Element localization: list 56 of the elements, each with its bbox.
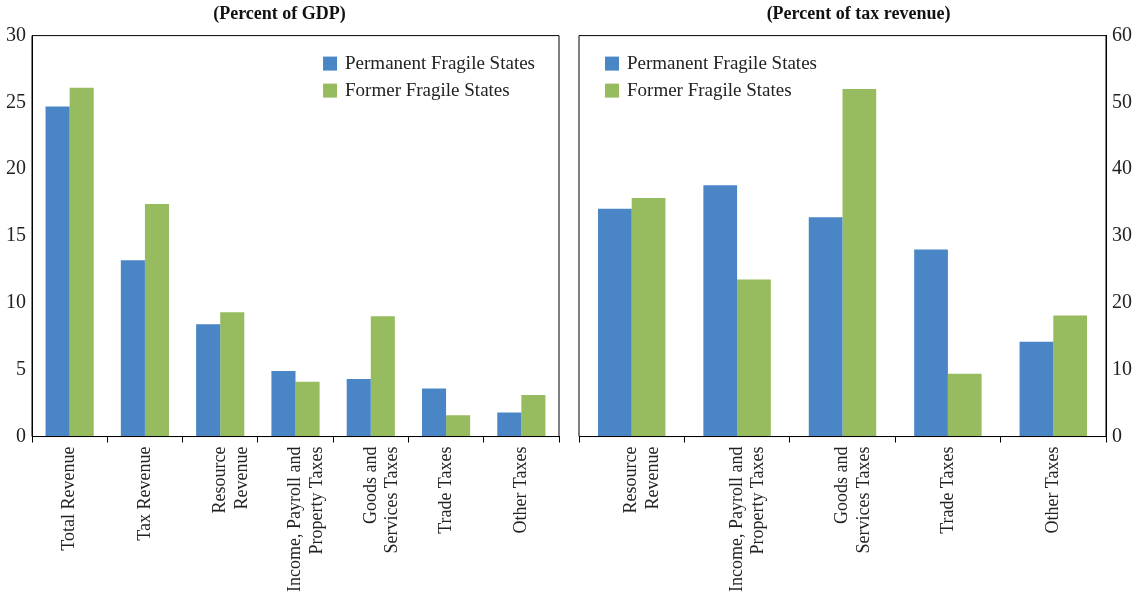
y2-tick-label: 20 (1112, 290, 1132, 313)
bar (737, 279, 771, 437)
y2-tick-label: 60 (1112, 22, 1132, 45)
x-tick-label: Goods and Services Taxes (359, 446, 402, 554)
bar (45, 106, 70, 437)
bar (144, 204, 170, 437)
x-tick-label: Tax Revenue (133, 446, 154, 541)
legend-label: Former Fragile States (627, 78, 792, 100)
y-tick-label: 15 (6, 223, 26, 246)
x-tick-label: Resource Revenue (208, 446, 251, 514)
bar (220, 312, 245, 437)
y-tick-label: 30 (6, 22, 26, 45)
x-tick-label: Resource Revenue (620, 446, 663, 514)
bar (631, 197, 666, 437)
legend-label: Former Fragile States (345, 78, 510, 100)
chart-title: (Percent of GDP) (213, 3, 346, 25)
bar (69, 87, 94, 437)
x-tick-label: Trade Taxes (936, 446, 957, 534)
y2-tick-label: 30 (1112, 223, 1132, 246)
y-tick-label: 25 (6, 89, 26, 112)
x-tick-label: Income, Payroll and Property Taxes (725, 446, 768, 593)
y2-tick-label: 50 (1112, 89, 1132, 112)
bar (196, 324, 221, 437)
x-tick-label: Trade Taxes (434, 446, 455, 534)
bar (421, 388, 447, 437)
bar (914, 249, 948, 437)
bar (271, 371, 296, 437)
legend-label: Permanent Fragile States (627, 51, 817, 73)
bar (1053, 315, 1088, 437)
bar (370, 316, 395, 437)
bar (497, 412, 522, 437)
legend-label: Permanent Fragile States (345, 51, 536, 73)
bar (446, 415, 471, 437)
bar (521, 395, 546, 437)
x-tick-label: Total Revenue (58, 446, 79, 551)
y2-tick-label: 10 (1112, 356, 1132, 379)
bar (842, 89, 877, 437)
chart-title: (Percent of tax revenue) (766, 3, 951, 25)
y-tick-label: 20 (6, 156, 26, 179)
y2-tick-label: 40 (1112, 156, 1132, 179)
x-tick-label: Other Taxes (1042, 446, 1063, 534)
y2-tick-label: 0 (1112, 423, 1122, 446)
bar (295, 381, 320, 437)
y-tick-label: 0 (16, 423, 26, 446)
y-tick-label: 10 (6, 290, 26, 313)
bar (808, 217, 843, 437)
bar (346, 379, 371, 437)
x-tick-label: Goods and Services Taxes (831, 446, 873, 554)
bar (947, 373, 982, 437)
x-tick-label: Income, Payroll and Property Taxes (284, 446, 326, 593)
y-tick-label: 5 (16, 356, 26, 379)
bar (597, 208, 632, 437)
bar (1019, 341, 1054, 437)
bar (703, 185, 738, 437)
bar (120, 260, 145, 437)
x-tick-label: Other Taxes (510, 446, 531, 534)
